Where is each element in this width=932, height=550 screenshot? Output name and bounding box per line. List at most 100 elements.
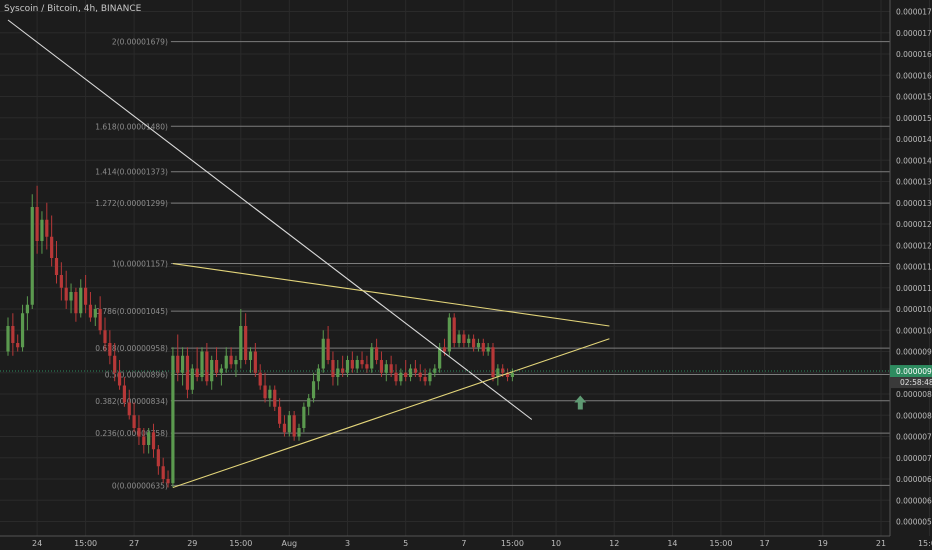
candle-up: [345, 360, 350, 373]
candle-down: [16, 343, 20, 348]
candle-down: [263, 385, 267, 399]
candle-up: [370, 347, 374, 369]
x-tick-label: 15:00: [709, 539, 732, 548]
y-tick-label: 0.00001050: [896, 305, 932, 314]
candle-up: [147, 432, 151, 445]
candle-down: [394, 372, 398, 382]
fib-level-label: 1(0.00001157): [112, 260, 168, 269]
candle-down: [282, 423, 287, 433]
candle-layer: [6, 185, 514, 488]
x-tick-label: Aug: [281, 539, 297, 548]
candle-down: [127, 402, 131, 416]
y-tick-label: 0.00001200: [896, 241, 932, 250]
y-tick-label: 0.00000650: [896, 475, 932, 484]
y-tick-label: 0.00001300: [896, 199, 932, 208]
fib-layer: 2(0.00001679) 1.618(0.00001480) 1.414(0.00…: [95, 38, 890, 490]
candle-down: [59, 275, 63, 288]
candle-up: [200, 351, 204, 377]
fib-level-label: 1.272(0.00001299): [95, 199, 168, 208]
candle-down: [413, 368, 417, 373]
x-tick-label: 14: [667, 539, 677, 548]
candle-down: [292, 415, 296, 437]
candle-down: [122, 385, 126, 403]
candle-down: [64, 287, 68, 301]
fib-level-label: 0.5(0.00000896): [105, 370, 168, 379]
candle-down: [273, 389, 277, 407]
candle-up: [476, 343, 481, 348]
candle-up: [336, 368, 340, 377]
x-tick-label: 15:00: [74, 539, 97, 548]
candle-down: [84, 287, 88, 305]
x-tick-label: 15:00: [229, 539, 252, 548]
up-arrow-icon: [574, 395, 587, 410]
symbol-label: Syscoin / Bitcoin, 4h, BINANCE: [4, 4, 142, 14]
countdown-badge: [890, 377, 932, 389]
candle-down: [156, 449, 160, 467]
candle-up: [408, 368, 413, 377]
candle-up: [25, 304, 29, 314]
candle-down: [472, 338, 476, 348]
candle-down: [54, 258, 59, 275]
candle-down: [176, 355, 180, 373]
candle-up: [6, 326, 10, 352]
candle-down: [501, 368, 505, 373]
candle-down: [505, 372, 510, 377]
fib-level-label: 0(0.00000635): [112, 481, 168, 490]
candle-down: [253, 351, 257, 373]
x-tick-label: 7: [461, 539, 466, 548]
candle-down: [45, 219, 49, 237]
y-tick-label: 0.00000550: [896, 518, 932, 527]
candle-up: [30, 207, 34, 305]
fib-level-label: 0.236(0.00000758): [95, 429, 168, 438]
y-tick-label: 0.00000700: [896, 454, 932, 463]
y-tick-label: 0.00001700: [896, 29, 932, 38]
candle-up: [496, 368, 500, 377]
candle-down: [88, 304, 93, 318]
candle-up: [311, 381, 316, 399]
x-tick-label: 27: [129, 539, 139, 548]
candle-up: [433, 368, 437, 373]
candle-up: [321, 338, 325, 369]
candle-down: [365, 364, 369, 369]
candle-up: [239, 326, 243, 360]
candle-up: [234, 360, 238, 365]
candle-down: [98, 309, 102, 331]
x-tick-label: 29: [187, 539, 197, 548]
candle-down: [360, 360, 364, 365]
y-tick-label: 0.00000850: [896, 390, 932, 399]
y-tick-label: 0.00001600: [896, 71, 932, 80]
candle-down: [278, 406, 282, 424]
candle-up: [447, 317, 451, 352]
candle-down: [331, 360, 335, 377]
triangle-lower: [172, 338, 610, 489]
candle-down: [379, 360, 384, 373]
candle-down: [166, 479, 170, 484]
candle-up: [297, 428, 301, 437]
y-tick-label: 0.00000950: [896, 348, 932, 357]
candle-down: [108, 343, 112, 356]
candle-down: [132, 415, 136, 428]
candle-down: [350, 360, 354, 369]
candle-up: [93, 309, 97, 318]
candle-up: [399, 372, 403, 382]
candle-up: [302, 406, 306, 428]
y-tick-label: 0.00001450: [896, 135, 932, 144]
candle-up: [40, 219, 44, 241]
candle-up: [316, 368, 320, 382]
candle-down: [491, 347, 495, 377]
candle-up: [268, 389, 272, 399]
candle-down: [404, 372, 408, 377]
x-tick-label: 5: [403, 539, 408, 548]
candle-down: [137, 428, 141, 437]
countdown-text: 02:58:48: [900, 378, 932, 387]
candle-down: [151, 432, 156, 450]
y-tick-label: 0.00000600: [896, 496, 932, 505]
candle-up: [69, 292, 73, 301]
candle-down: [214, 360, 219, 373]
candle-down: [35, 207, 39, 241]
candle-up: [307, 398, 311, 407]
candle-down: [375, 347, 379, 360]
